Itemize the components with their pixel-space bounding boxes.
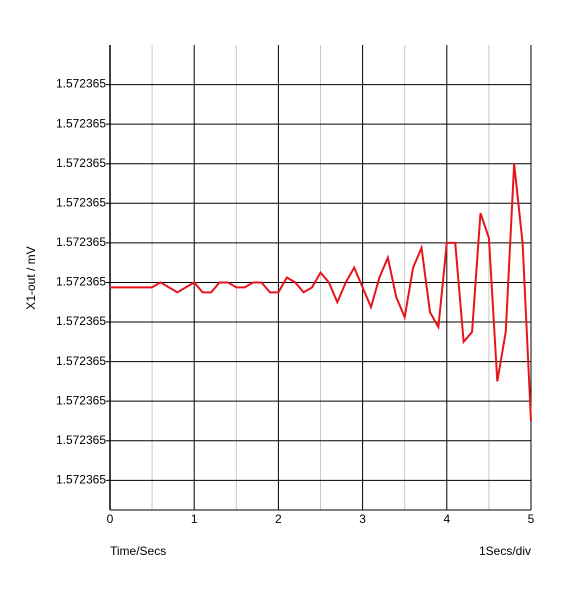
y-tick-label: 1.572365 [56, 156, 106, 170]
data-line [110, 163, 532, 422]
x-tick-label: 0 [107, 512, 114, 526]
y-tick-label: 1.572365 [56, 393, 106, 407]
x-scale-note: 1Secs/div [479, 544, 531, 558]
y-tick-label: 1.572365 [56, 235, 106, 249]
y-tick-label: 1.572365 [56, 433, 106, 447]
y-tick-label: 1.572365 [56, 354, 106, 368]
x-tick-label: 2 [275, 512, 282, 526]
y-tick-label: 1.572365 [56, 275, 106, 289]
x-tick-label: 3 [359, 512, 366, 526]
y-tick-label: 1.572365 [56, 314, 106, 328]
y-axis-label: X1-out / mV [24, 246, 38, 309]
y-tick-label: 1.572365 [56, 116, 106, 130]
y-tick-label: 1.572365 [56, 472, 106, 486]
y-tick-label: 1.572365 [56, 195, 106, 209]
y-tick-label: 1.572365 [56, 77, 106, 91]
x-tick-label: 4 [443, 512, 450, 526]
x-tick-label: 1 [191, 512, 198, 526]
x-tick-label: 5 [528, 512, 535, 526]
x-axis-label: Time/Secs [110, 544, 166, 558]
